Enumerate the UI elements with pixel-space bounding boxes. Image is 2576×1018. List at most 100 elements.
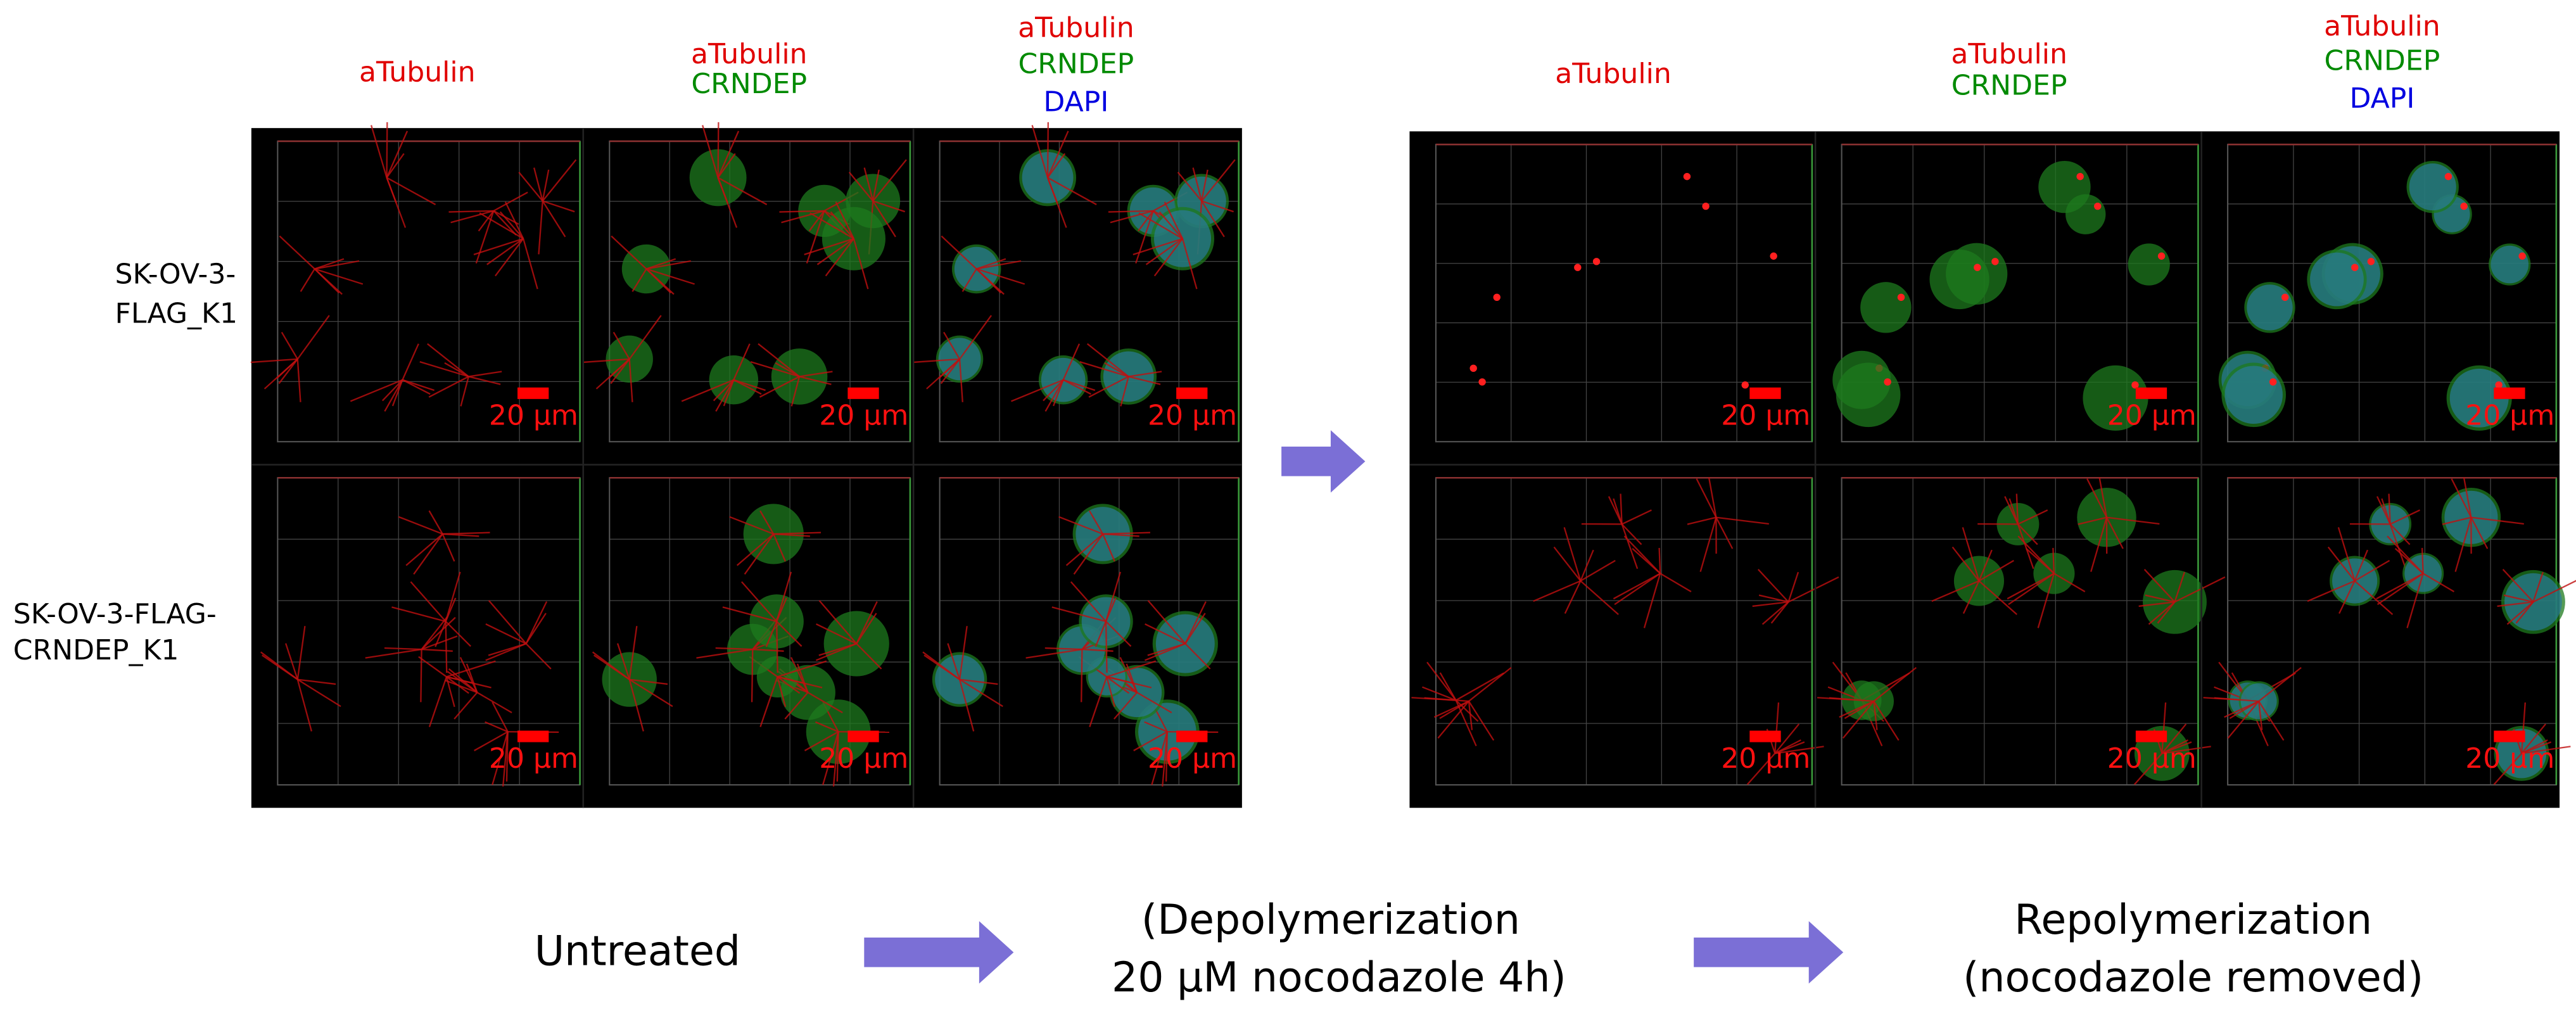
tubulin-fiber [391,606,447,623]
scale-bar-label: 20 µm [819,742,908,775]
tubulin-fiber [1201,169,1209,201]
tubulin-fiber [1580,549,1594,582]
arrow [1694,921,1844,984]
tubulin-fiber [485,623,527,645]
tubulin-fiber [681,379,734,402]
tubulin-fiber [384,379,403,412]
tubulin-fiber [628,315,662,360]
tubulin-fiber [2354,549,2369,582]
tubulin-fiber [804,238,854,255]
tubulin-fiber [278,359,298,385]
tubulin-fiber [1107,676,1152,689]
tubulin-fiber [460,376,469,407]
tubulin-fiber [702,125,719,178]
tubulin-fiber [809,212,854,239]
scale-bar-label: 20 µm [2465,399,2554,431]
tubulin-fiber [1133,238,1183,255]
tubulin-fiber [1094,621,1107,647]
tubulin-fiber [365,648,422,659]
tubulin-fiber [629,678,673,708]
tubulin-fiber [2017,524,2034,569]
scale-bar-label: 20 µm [489,399,578,431]
tubulin-fiber [1437,701,1469,739]
scale-bar [847,387,879,399]
tubulin-fiber [1842,701,1875,739]
tubulin-fiber [1079,360,1129,378]
tubulin-fiber [741,581,778,622]
tubulin-fiber [445,679,478,694]
tubulin-fiber [350,379,403,402]
tubulin-fiber [474,731,509,751]
tubulin-fiber [1106,660,1157,678]
tubulin-fiber [542,200,575,213]
tubulin-dot [2518,252,2526,260]
scale-bar-label: 20 µm [819,399,908,431]
tubulin-fiber [2161,741,2192,754]
tubulin-fiber [492,731,509,786]
channel-label: aTubulin [1555,58,1672,90]
tubulin-fiber [402,379,435,391]
tubulin-fiber [733,379,762,395]
tubulin-fiber [1787,571,1799,602]
tubulin-fiber [733,343,751,381]
tubulin-fiber [445,597,457,622]
scale-bar-label: 20 µm [1148,399,1237,431]
tubulin-fiber [1065,533,1103,566]
tubulin-fiber [1047,153,1066,179]
tubulin-dot [2076,172,2084,181]
tubulin-fiber [2532,571,2544,602]
tubulin-dot [1991,258,1999,265]
tubulin-fiber [1031,125,1049,178]
tubulin-fiber [958,679,975,732]
scale-bar [2135,387,2167,399]
tubulin-fiber [2143,569,2176,603]
tubulin-fiber [2471,516,2524,525]
tubulin-dot [2157,252,2166,260]
tubulin-fiber [384,647,422,651]
tubulin-fiber [1192,167,1203,201]
tubulin-fiber [2078,516,2107,525]
scale-bar-label: 20 µm [1721,399,1810,431]
tubulin-fiber [959,678,998,685]
scale-bar [2494,730,2525,742]
tubulin-dot [1770,252,1777,260]
tubulin-fiber [402,343,419,381]
tubulin-dot [1884,378,1891,386]
tubulin-fiber [1699,517,1717,572]
tubulin-fiber [476,692,512,713]
tubulin-fiber [1873,701,1900,741]
tubulin-fiber [2008,573,2055,606]
tubulin-fiber [2338,580,2356,614]
stage-label: 20 µM nocodazole 4h) [1112,954,1566,1002]
tubulin-dot [1683,172,1691,181]
tubulin-fiber [495,238,524,277]
tubulin-fiber [1151,731,1168,786]
tubulin-fiber [815,642,857,661]
tubulin-fiber [2258,701,2263,730]
tubulin-fiber [1153,238,1183,277]
tubulin-fiber [1455,699,1479,722]
tubulin-fiber [715,379,735,412]
tubulin-fiber [1643,573,1661,628]
tubulin-fiber [608,359,630,379]
tubulin-fiber [1455,699,1477,747]
tubulin-fiber [1758,594,1789,603]
tubulin-fiber [405,533,443,566]
tubulin-fiber [958,626,968,680]
tubulin-fiber [1073,533,1104,575]
tubulin-fiber [435,621,447,647]
tubulin-fiber [1426,661,1457,701]
tubulin-fiber [2258,701,2285,741]
tubulin-dot [2131,381,2139,389]
tubulin-fiber [523,238,538,289]
tubulin-fiber [872,169,880,201]
channel-label: CRNDEP [1018,48,1134,80]
tubulin-fiber [1614,573,1661,606]
tubulin-fiber [816,238,854,265]
scale-bar [847,730,879,742]
tubulin-fiber [976,258,1006,270]
tubulin-fiber [807,692,843,713]
tubulin-fiber [1580,580,1619,615]
tubulin-fiber [776,621,778,673]
